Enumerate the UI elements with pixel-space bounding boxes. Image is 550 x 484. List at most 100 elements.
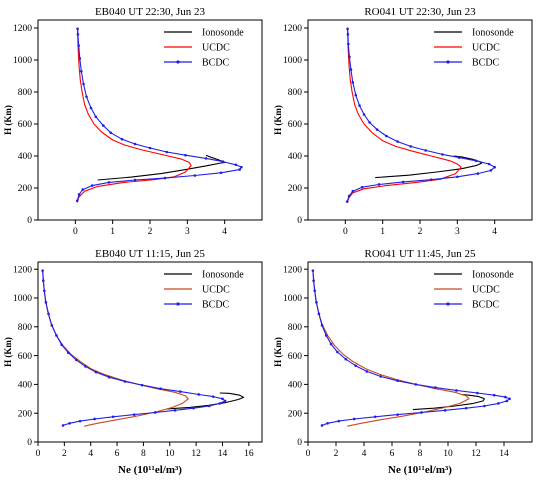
data-point xyxy=(351,81,355,84)
data-point xyxy=(368,121,371,124)
data-point xyxy=(344,357,348,361)
data-point xyxy=(123,380,127,383)
data-point xyxy=(337,419,341,423)
data-point xyxy=(336,350,339,354)
chart-title: RO041 UT 11:45, Jun 25 xyxy=(365,248,476,260)
y-tick-label: 200 xyxy=(288,184,303,194)
data-point xyxy=(77,44,80,47)
y-tick-label: 200 xyxy=(18,409,33,419)
chart-panel-4: RO041 UT 11:45, Jun 25 0 200 400 600 800 1000 1… xyxy=(273,248,533,476)
x-tick-label: 6 xyxy=(390,449,395,459)
data-point xyxy=(76,27,79,31)
data-point xyxy=(50,324,54,327)
data-point xyxy=(204,157,208,160)
data-point xyxy=(159,387,162,391)
data-point xyxy=(78,57,82,60)
data-point xyxy=(211,395,215,398)
series-line-ionosonde xyxy=(97,154,226,181)
x-tick-label: 2 xyxy=(334,449,339,459)
data-point xyxy=(41,279,45,283)
x-tick-label: 14 xyxy=(499,449,509,459)
y-tick-label: 1000 xyxy=(13,294,32,304)
x-tick-label: 4 xyxy=(362,449,367,459)
data-point xyxy=(352,417,356,421)
data-point xyxy=(493,165,496,169)
x-tick-label: 4 xyxy=(492,227,497,237)
data-point xyxy=(315,301,318,304)
data-point xyxy=(347,194,351,198)
x-tick-label: 4 xyxy=(88,449,93,459)
data-point xyxy=(74,358,78,362)
series-line-bcdc xyxy=(76,28,243,201)
legend-label: UCDC xyxy=(202,43,230,54)
data-point xyxy=(94,370,98,374)
x-tick-label: 1 xyxy=(110,227,115,237)
data-point xyxy=(379,375,383,378)
data-point xyxy=(377,183,381,186)
data-point xyxy=(320,324,324,327)
data-point xyxy=(75,199,79,203)
x-tick-label: 16 xyxy=(244,449,254,459)
y-tick-label: 400 xyxy=(18,381,33,391)
data-point xyxy=(140,383,144,387)
legend-label: UCDC xyxy=(202,285,230,296)
y-tick-label: 1200 xyxy=(13,265,32,275)
x-tick-label: 1 xyxy=(380,227,385,237)
data-point xyxy=(221,397,224,401)
data-point xyxy=(67,351,70,355)
x-tick-label: 8 xyxy=(418,449,423,459)
chart-panel-2: RO041 UT 22:30, Jun 23 0 200 400 600 800 1000 1… xyxy=(273,6,533,237)
data-point xyxy=(61,424,65,427)
legend-label: Ionosonde xyxy=(202,28,244,39)
data-point xyxy=(47,312,50,316)
x-tick-label: 0 xyxy=(73,227,78,237)
data-point xyxy=(420,411,423,414)
y-tick-label: 800 xyxy=(18,88,33,98)
y-tick-label: 1200 xyxy=(283,24,302,34)
x-tick-label: 8 xyxy=(141,449,146,459)
data-point xyxy=(153,411,157,414)
data-point xyxy=(424,149,427,152)
data-point xyxy=(93,417,96,421)
data-point xyxy=(120,137,124,141)
y-tick-label: 1200 xyxy=(283,265,302,275)
x-tick-label: 2 xyxy=(418,227,423,237)
y-tick-label: 1000 xyxy=(283,294,302,304)
data-point xyxy=(324,334,328,337)
y-tick-label: 600 xyxy=(288,120,303,130)
y-tick-label: 1200 xyxy=(13,24,32,34)
data-point xyxy=(317,312,321,316)
series-line-bcdc xyxy=(346,28,496,202)
data-point xyxy=(326,421,329,425)
y-tick-label: 600 xyxy=(18,120,33,130)
data-point xyxy=(434,386,437,389)
data-point xyxy=(55,334,58,337)
data-point xyxy=(43,289,46,293)
legend-label: BCDC xyxy=(472,300,500,311)
data-point xyxy=(81,188,85,191)
y-tick-label: 0 xyxy=(297,216,302,226)
y-axis-label: H (Km) xyxy=(3,105,13,135)
data-point xyxy=(179,390,182,393)
data-point xyxy=(441,153,444,156)
x-axis-label: Ne (10¹¹el/m³) xyxy=(118,464,182,476)
legend-label: UCDC xyxy=(472,43,500,54)
data-point xyxy=(365,370,369,373)
y-tick-label: 0 xyxy=(27,438,32,448)
data-point xyxy=(312,279,315,283)
data-point xyxy=(375,128,379,131)
x-tick-label: 6 xyxy=(115,449,120,459)
data-point xyxy=(94,115,98,119)
data-point xyxy=(60,343,64,347)
data-point xyxy=(348,55,351,59)
data-point xyxy=(192,406,195,410)
y-tick-label: 1000 xyxy=(13,56,32,66)
data-point xyxy=(349,68,353,71)
data-point xyxy=(373,415,377,419)
data-point xyxy=(396,413,399,416)
data-point xyxy=(109,131,113,135)
series-line-ionosonde xyxy=(167,392,245,410)
data-point xyxy=(84,365,87,368)
y-tick-label: 1000 xyxy=(283,56,302,66)
x-tick-label: 0 xyxy=(36,449,41,459)
